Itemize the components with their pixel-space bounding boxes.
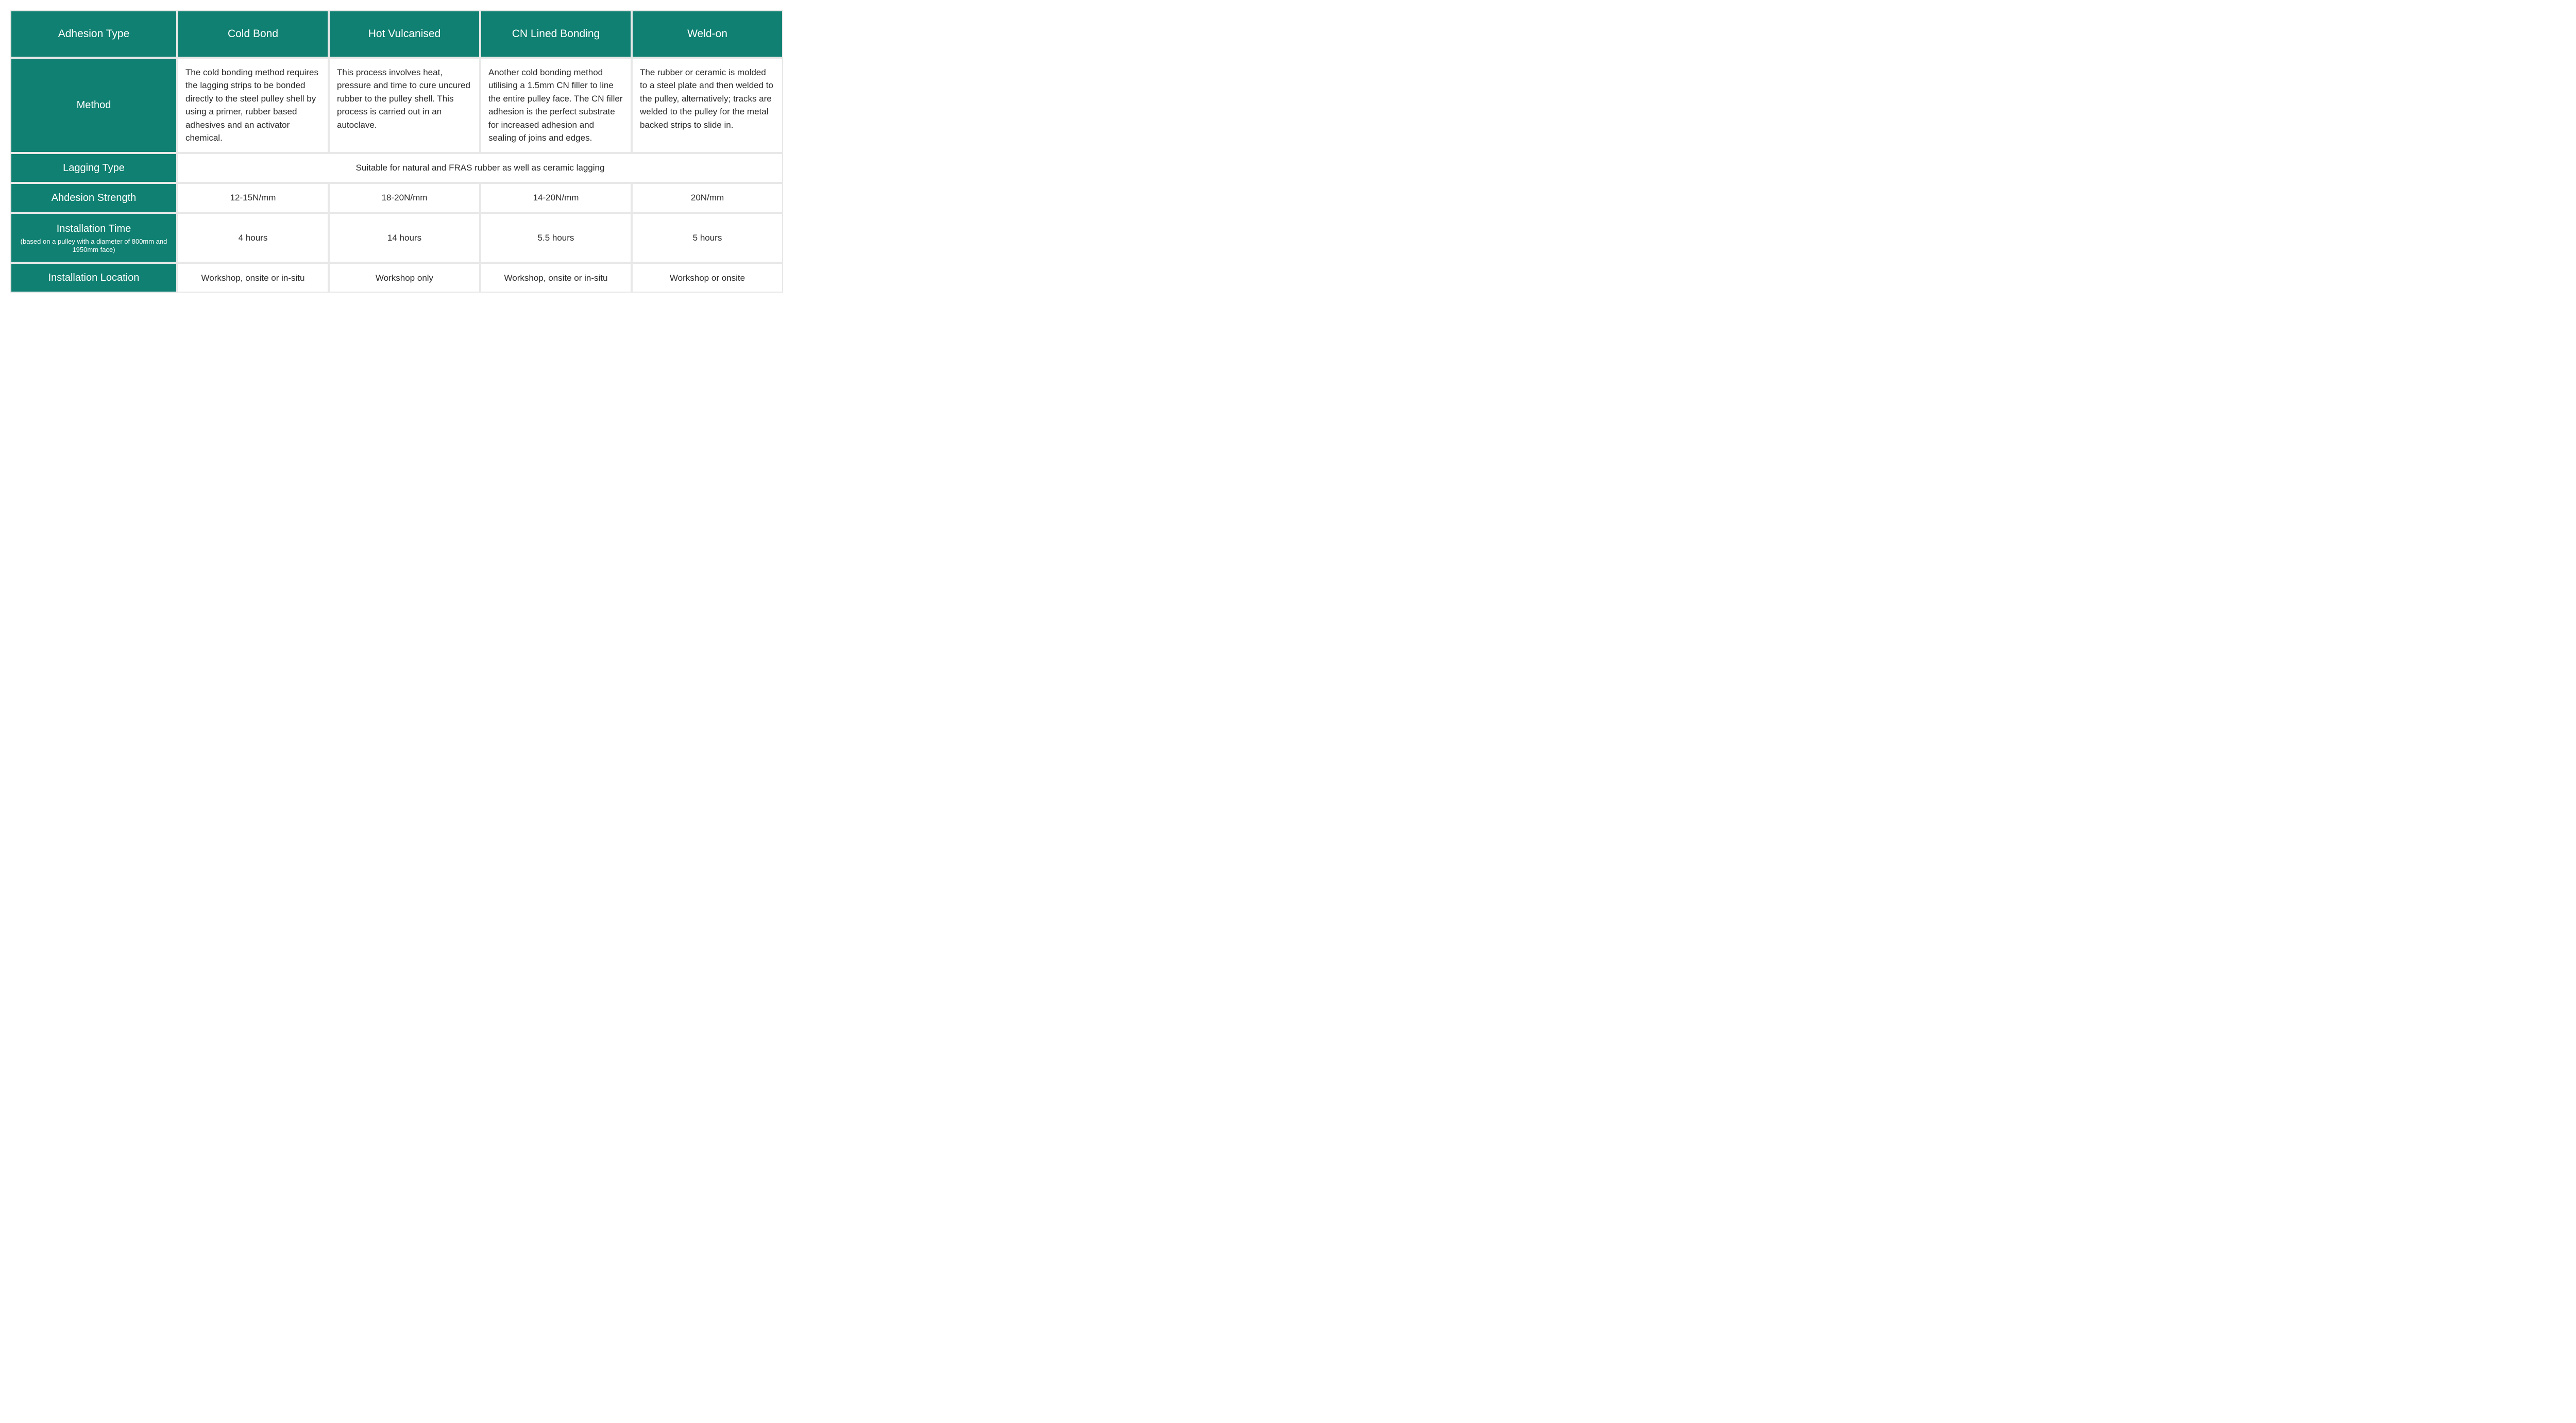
- install-location-cold-bond: Workshop, onsite or in-situ: [178, 264, 328, 292]
- method-weld-on: The rubber or ceramic is molded to a ste…: [633, 59, 782, 152]
- row-label-method: Method: [11, 59, 176, 152]
- install-time-hot-vulcanised: 14 hours: [330, 214, 479, 262]
- adhesion-strength-hot-vulcanised: 18-20N/mm: [330, 184, 479, 212]
- col-header-hot-vulcanised: Hot Vulcanised: [330, 11, 479, 57]
- col-header-cn-lined: CN Lined Bonding: [481, 11, 631, 57]
- col-header-adhesion-type: Adhesion Type: [11, 11, 176, 57]
- method-cn-lined: Another cold bonding method utilising a …: [481, 59, 631, 152]
- col-header-weld-on: Weld-on: [633, 11, 782, 57]
- adhesion-comparison-table: Adhesion Type Cold Bond Hot Vulcanised C…: [10, 10, 783, 293]
- method-hot-vulcanised: This process involves heat, pressure and…: [330, 59, 479, 152]
- row-label-adhesion-strength: Ahdesion Strength: [11, 184, 176, 212]
- install-time-label: Installation Time: [57, 221, 131, 236]
- adhesion-strength-weld-on: 20N/mm: [633, 184, 782, 212]
- install-time-cold-bond: 4 hours: [178, 214, 328, 262]
- install-location-hot-vulcanised: Workshop only: [330, 264, 479, 292]
- adhesion-strength-cold-bond: 12-15N/mm: [178, 184, 328, 212]
- row-label-install-location: Installation Location: [11, 264, 176, 292]
- row-label-install-time: Installation Time (based on a pulley wit…: [11, 214, 176, 262]
- adhesion-strength-cn-lined: 14-20N/mm: [481, 184, 631, 212]
- col-header-cold-bond: Cold Bond: [178, 11, 328, 57]
- install-time-subnote: (based on a pulley with a diameter of 80…: [16, 238, 171, 255]
- install-location-weld-on: Workshop or onsite: [633, 264, 782, 292]
- install-time-cn-lined: 5.5 hours: [481, 214, 631, 262]
- install-time-weld-on: 5 hours: [633, 214, 782, 262]
- row-label-lagging-type: Lagging Type: [11, 154, 176, 182]
- install-location-cn-lined: Workshop, onsite or in-situ: [481, 264, 631, 292]
- lagging-type-value: Suitable for natural and FRAS rubber as …: [178, 154, 782, 182]
- method-cold-bond: The cold bonding method requires the lag…: [178, 59, 328, 152]
